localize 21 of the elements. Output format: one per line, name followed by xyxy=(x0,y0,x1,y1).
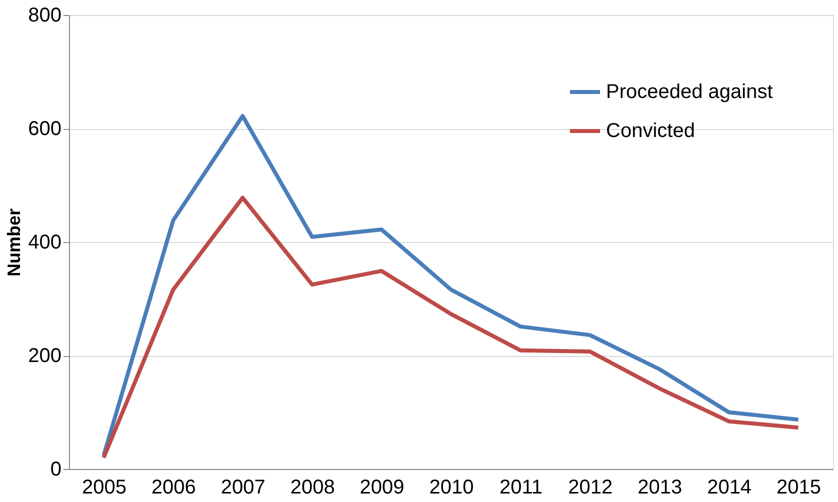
y-tick-label: 600 xyxy=(28,118,62,140)
x-tick-label: 2013 xyxy=(638,476,682,498)
x-tick-label: 2006 xyxy=(151,476,196,498)
x-tick-label: 2005 xyxy=(82,476,126,498)
x-tick-label: 2012 xyxy=(568,476,613,498)
x-tick-label: 2010 xyxy=(429,476,474,498)
line-series xyxy=(102,196,800,460)
y-tick-label: 800 xyxy=(28,4,62,26)
x-tick-label: 2009 xyxy=(360,476,404,498)
y-tick-label: 0 xyxy=(50,458,62,480)
x-tick-label: 2011 xyxy=(499,476,542,498)
x-tick-label: 2015 xyxy=(776,476,822,498)
y-tick-label: 200 xyxy=(28,345,62,367)
x-tick-label: 2008 xyxy=(290,476,335,498)
x-tick-label: 2007 xyxy=(220,476,266,498)
legend-label: Convicted xyxy=(606,120,695,142)
line-series xyxy=(102,114,800,458)
y-axis-title: Number xyxy=(4,208,24,277)
x-tick-label: 2014 xyxy=(707,476,752,498)
legend-label: Proceeded against xyxy=(606,81,774,103)
y-tick-label: 400 xyxy=(28,232,62,254)
